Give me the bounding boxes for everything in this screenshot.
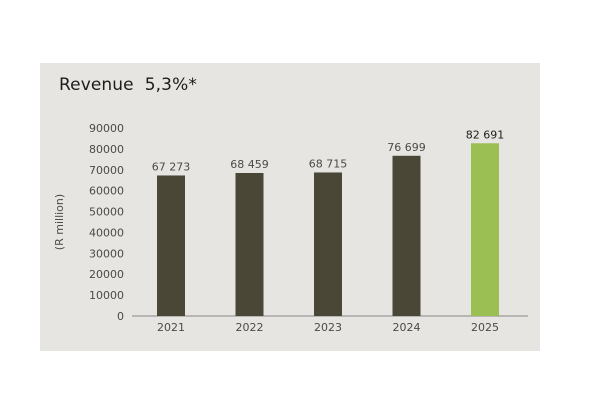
data-label: 76 699 <box>387 141 426 154</box>
y-tick-label: 30000 <box>89 247 124 260</box>
x-tick-label: 2021 <box>157 321 185 334</box>
bar-2021 <box>157 175 185 316</box>
bar-2023 <box>314 172 342 316</box>
y-tick-label: 90000 <box>89 122 124 135</box>
y-tick-label: 60000 <box>89 185 124 198</box>
y-tick-label: 80000 <box>89 143 124 156</box>
x-tick-label: 2023 <box>314 321 342 334</box>
data-label: 68 459 <box>230 158 269 171</box>
data-label: 68 715 <box>309 157 348 170</box>
y-tick-label: 70000 <box>89 164 124 177</box>
y-axis-title: (R million) <box>53 194 66 250</box>
x-tick-label: 2025 <box>471 321 499 334</box>
y-tick-label: 10000 <box>89 289 124 302</box>
chart-title: Revenue 5,3%* <box>59 75 197 95</box>
data-label: 67 273 <box>152 160 191 173</box>
data-label: 82 691 <box>466 128 505 141</box>
bar-2024 <box>392 155 421 316</box>
y-tick-label: 20000 <box>89 268 124 281</box>
revenue-bar-chart: (R million) 0 10000 20000 30000 40000 50000 600… <box>53 122 528 334</box>
chart-panel: Revenue 5,3%* (R million) 0 10000 20000 3000… <box>40 63 540 351</box>
x-tick-label: 2024 <box>393 321 421 334</box>
y-tick-label: 0 <box>117 310 124 323</box>
bar-2025 <box>471 143 499 316</box>
y-tick-label: 40000 <box>89 226 124 239</box>
x-tick-label: 2022 <box>236 321 264 334</box>
bar-2022 <box>235 172 264 316</box>
y-tick-label: 50000 <box>89 206 124 219</box>
